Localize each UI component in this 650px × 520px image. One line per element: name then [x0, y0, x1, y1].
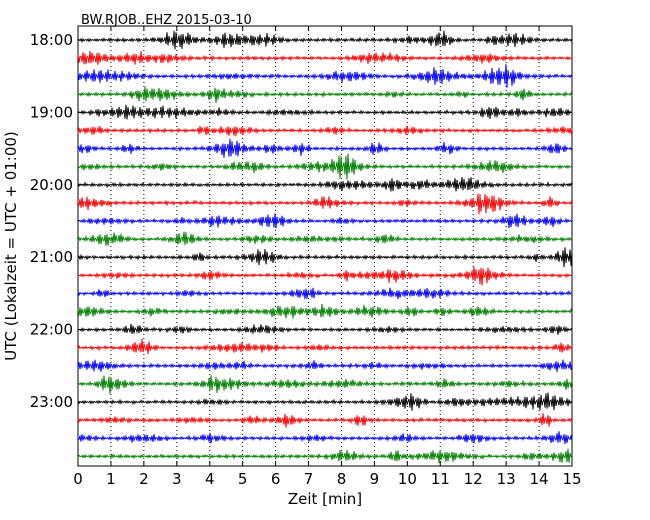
trace-2315 — [77, 413, 573, 428]
trace-1800 — [77, 30, 573, 50]
y-tick-label: 22:00 — [30, 321, 73, 339]
trace-2130 — [77, 287, 573, 300]
x-tick-label: 13 — [497, 470, 516, 488]
x-tick-label: 9 — [370, 470, 380, 488]
trace-2245 — [77, 375, 573, 395]
y-tick-label: 19:00 — [30, 103, 73, 121]
trace-1815 — [77, 50, 573, 65]
grid-lines — [110, 26, 540, 466]
trace-2345 — [77, 448, 573, 464]
trace-2200 — [77, 323, 573, 335]
plot-area — [77, 25, 573, 467]
x-tick-label: 0 — [73, 470, 83, 488]
x-tick-label: 2 — [139, 470, 149, 488]
x-tick-label: 6 — [271, 470, 281, 488]
y-tick-label: 23:00 — [30, 393, 73, 411]
x-tick-label: 12 — [464, 470, 483, 488]
trace-2330 — [77, 431, 573, 445]
trace-2030 — [77, 213, 573, 229]
x-axis-ticks: 0 1 2 3 4 5 6 7 8 9 10 11 12 13 14 15 — [73, 26, 582, 488]
seismogram-traces — [77, 30, 573, 464]
x-tick-label: 7 — [304, 470, 314, 488]
x-tick-label: 8 — [337, 470, 347, 488]
x-tick-label: 14 — [530, 470, 549, 488]
x-axis-title: Zeit [min] — [288, 490, 362, 508]
y-tick-label: 18:00 — [30, 31, 73, 49]
x-tick-label: 11 — [431, 470, 450, 488]
chart-title: BW.RJOB..EHZ 2015-03-10 — [81, 13, 252, 28]
y-axis-ticks: 18:00 19:00 20:00 21:00 22:00 23:00 — [30, 31, 572, 411]
trace-2015 — [77, 193, 573, 215]
trace-2145 — [77, 303, 573, 319]
trace-2045 — [77, 231, 573, 246]
trace-2215 — [77, 338, 573, 355]
trace-2230 — [77, 359, 573, 373]
x-tick-label: 3 — [172, 470, 182, 488]
trace-1830 — [77, 64, 573, 88]
trace-2300 — [77, 392, 573, 411]
trace-2115 — [77, 266, 573, 286]
x-tick-label: 5 — [238, 470, 248, 488]
x-tick-label: 4 — [205, 470, 215, 488]
y-axis-title: UTC (Lokalzeit = UTC + 01:00) — [2, 131, 20, 361]
trace-1845 — [77, 86, 573, 104]
trace-1900 — [77, 104, 573, 120]
x-tick-label: 1 — [106, 470, 116, 488]
trace-2100 — [77, 247, 573, 267]
trace-2000 — [77, 176, 573, 192]
trace-1930 — [77, 138, 573, 158]
x-tick-label: 10 — [398, 470, 417, 488]
x-tick-label: 15 — [562, 470, 581, 488]
y-tick-label: 21:00 — [30, 248, 73, 266]
trace-1915 — [77, 125, 573, 136]
trace-1945 — [77, 153, 573, 180]
y-tick-label: 20:00 — [30, 176, 73, 194]
